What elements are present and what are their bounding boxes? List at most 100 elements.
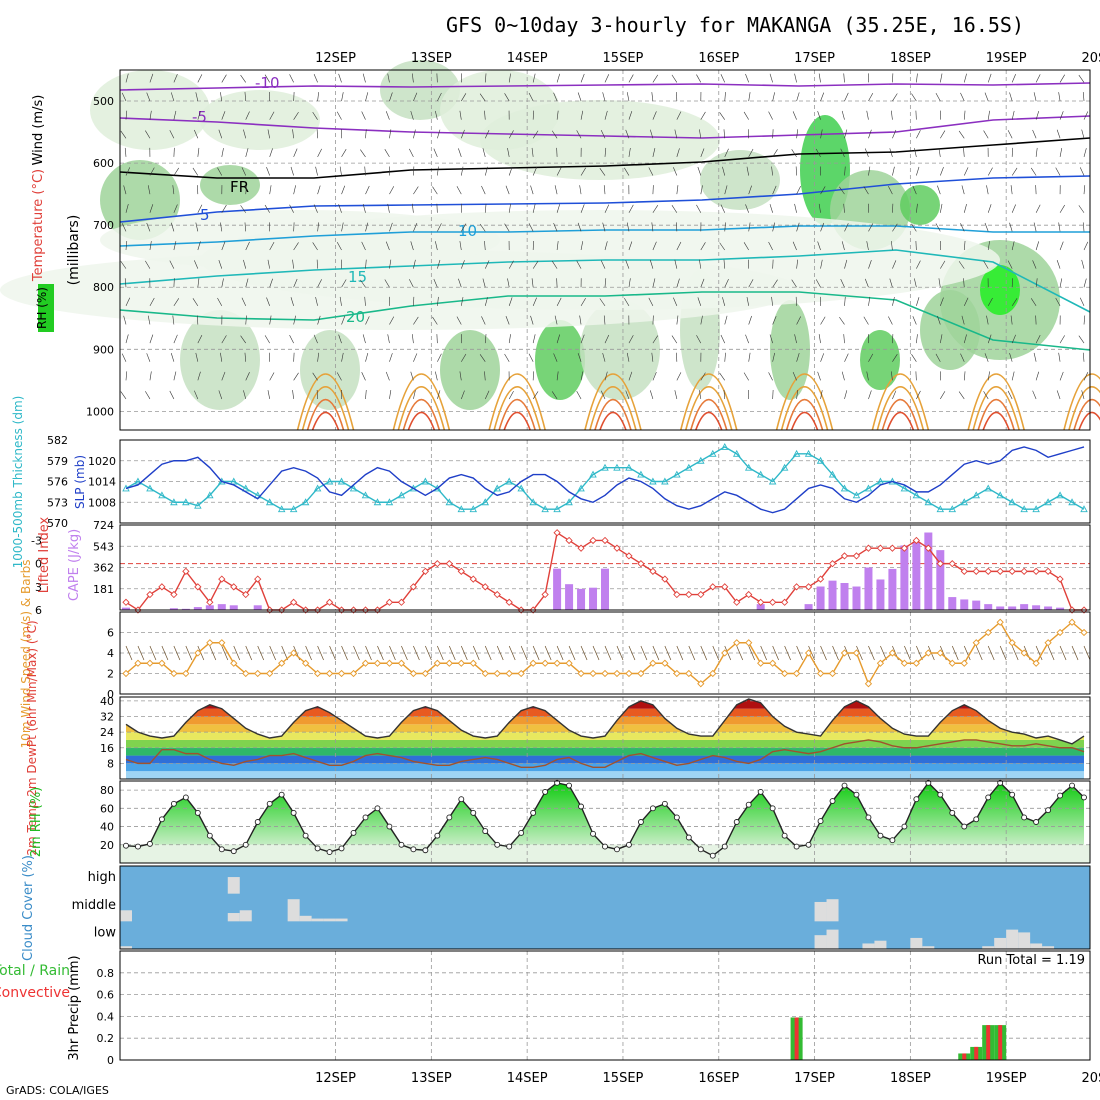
wind-barb bbox=[244, 222, 247, 232]
wind-barb bbox=[580, 371, 584, 381]
boundary-temp-contour bbox=[790, 411, 819, 431]
x-tick-label-top: 17SEP bbox=[794, 51, 835, 66]
wind-barb bbox=[413, 186, 419, 195]
wind-barb bbox=[459, 110, 462, 120]
cloud-bar-middle bbox=[311, 918, 324, 922]
wind-barb bbox=[868, 296, 871, 306]
temperature-line bbox=[125, 698, 1085, 745]
cape-bar bbox=[936, 550, 945, 610]
wind-speed-line-point bbox=[134, 659, 142, 667]
wind-barb bbox=[820, 259, 823, 269]
temperature-contour bbox=[119, 291, 1091, 351]
cape-bar bbox=[193, 607, 202, 610]
wind-barb bbox=[722, 297, 726, 306]
rh-line-point bbox=[135, 843, 141, 850]
surface-wind-barb bbox=[173, 645, 181, 661]
wind-barb bbox=[365, 129, 367, 139]
wind-barb bbox=[362, 73, 366, 83]
wind-barb bbox=[916, 260, 921, 269]
wind-barb bbox=[625, 129, 630, 139]
wind-barb bbox=[221, 241, 226, 251]
temp-tick-label: 8 bbox=[107, 757, 114, 770]
wind-barb bbox=[892, 390, 897, 400]
boundary-temp-contour bbox=[695, 411, 723, 431]
rh-line-point bbox=[398, 841, 405, 848]
wind-barb bbox=[264, 335, 270, 344]
wind-barb bbox=[745, 73, 749, 83]
surface-wind-barb bbox=[951, 645, 959, 661]
wind-barb bbox=[600, 390, 606, 400]
wind-barb bbox=[839, 316, 845, 325]
rh-shade bbox=[0, 250, 800, 330]
wind-barb bbox=[1033, 92, 1037, 102]
wind-barb bbox=[317, 352, 319, 362]
surface-wind-barb bbox=[1011, 645, 1019, 661]
chart-title: GFS 0~10day 3-hourly for MAKANGA (35.25E… bbox=[446, 13, 1024, 37]
precip-tick-label: 0.2 bbox=[97, 1032, 115, 1045]
surface-wind-barb bbox=[868, 645, 875, 661]
slp-line bbox=[125, 446, 1085, 514]
rh-tick-label: 40 bbox=[100, 821, 114, 834]
wind-barb bbox=[963, 334, 967, 344]
thickness-line-point bbox=[816, 456, 825, 464]
wind-barb bbox=[1007, 390, 1013, 400]
thickness-line-point bbox=[457, 505, 466, 513]
wind-barb bbox=[1081, 129, 1085, 139]
thickness-line-point bbox=[900, 484, 909, 492]
rh-line-point bbox=[997, 779, 1004, 786]
thickness-line-point bbox=[756, 470, 765, 478]
wind-barb bbox=[1083, 185, 1086, 195]
wind-barb bbox=[412, 334, 414, 344]
precip-tick-label: 0 bbox=[107, 1054, 114, 1067]
wind-barb bbox=[1011, 371, 1015, 381]
wind-barb bbox=[389, 316, 395, 325]
wind-barb bbox=[769, 73, 773, 83]
thickness-line-point bbox=[325, 477, 334, 485]
wind-barb bbox=[336, 111, 342, 120]
wind-barb bbox=[817, 371, 821, 381]
lifted-index-line-point bbox=[541, 590, 549, 599]
wind-barb bbox=[484, 390, 490, 400]
temperature-contour-label: 15 bbox=[348, 268, 367, 286]
wind-barb bbox=[289, 74, 294, 83]
wind-speed-line-point bbox=[278, 659, 286, 667]
wind-barb bbox=[412, 73, 414, 83]
wind-barb bbox=[479, 354, 486, 362]
precip-tick-label: 0.6 bbox=[97, 989, 115, 1002]
wind-speed-line-point bbox=[888, 649, 897, 657]
surface-wind-barb bbox=[1047, 645, 1055, 661]
wind-speed-line-point bbox=[912, 659, 920, 667]
thickness-line-point bbox=[565, 498, 573, 506]
wind-speed-line-point bbox=[864, 680, 873, 688]
cape-bar bbox=[828, 580, 837, 610]
wind-speed-line-point bbox=[1020, 649, 1028, 657]
surface-wind-barb bbox=[700, 645, 708, 661]
lifted-index-line-point bbox=[888, 544, 897, 552]
rh-shade bbox=[380, 60, 460, 120]
rh-line-point bbox=[530, 809, 537, 816]
lifted-index-line-point bbox=[206, 598, 214, 606]
li-axis-title: Lifted Index bbox=[37, 516, 52, 593]
wind-barb bbox=[461, 260, 465, 269]
wind-barb bbox=[504, 353, 510, 362]
rh-shade bbox=[480, 100, 720, 180]
boundary-temp-contour bbox=[689, 398, 728, 431]
boundary-temp-contour bbox=[972, 386, 1020, 431]
lifted-index-line-point bbox=[182, 567, 190, 576]
wind-barb bbox=[267, 129, 270, 139]
rh-line-point bbox=[614, 846, 620, 853]
wind-speed-line-point bbox=[218, 639, 226, 647]
wind-barb bbox=[532, 73, 536, 83]
wind-barb bbox=[818, 203, 821, 213]
boundary-temp-contour bbox=[1073, 398, 1100, 431]
thickness-line-point bbox=[960, 498, 969, 506]
thickness-line-point bbox=[397, 491, 406, 499]
wind-barb bbox=[461, 129, 465, 139]
wind-barb bbox=[315, 166, 318, 176]
rh-line-point bbox=[925, 779, 932, 786]
wind-barb bbox=[1035, 110, 1040, 120]
thickness-line-point bbox=[1020, 505, 1028, 513]
rh-line-point bbox=[757, 788, 764, 795]
wind-barb bbox=[1009, 222, 1013, 232]
cape-bar bbox=[565, 584, 574, 610]
